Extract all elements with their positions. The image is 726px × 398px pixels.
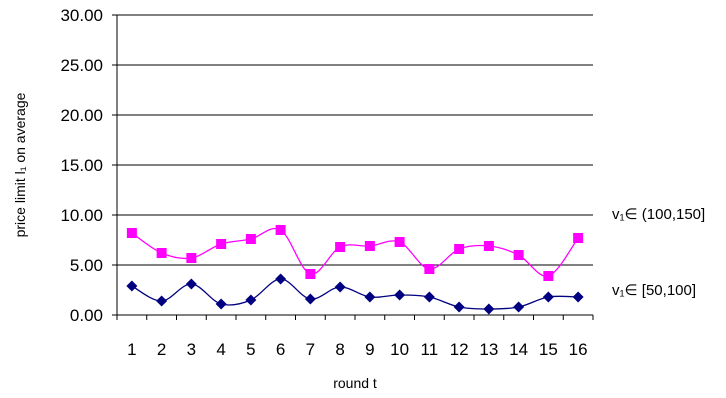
data-point-diamond	[513, 301, 525, 313]
series-label: v₁∈ (100,150]	[612, 206, 705, 223]
y-tick-label: 0.00	[70, 306, 103, 325]
x-tick-label: 15	[539, 340, 558, 359]
series-labels: v₁∈ (100,150] v₁∈ [50,100]	[612, 206, 705, 299]
x-tick-label: 11	[421, 340, 439, 359]
data-point-diamond	[334, 281, 346, 293]
data-point-diamond	[185, 278, 197, 290]
x-tick-label: 5	[246, 340, 255, 359]
data-point-diamond	[156, 295, 168, 307]
y-tick-label: 30.00	[60, 6, 103, 25]
data-point-diamond	[542, 291, 554, 303]
data-point-diamond	[394, 289, 406, 301]
data-point-square	[573, 233, 584, 243]
x-axis-title: round t	[333, 375, 377, 391]
data-point-square	[483, 241, 494, 251]
x-tick-label: 4	[216, 340, 225, 359]
x-tick-label: 1	[127, 340, 136, 359]
data-point-diamond	[364, 291, 376, 303]
series-line	[131, 227, 579, 277]
y-tick-label: 10.00	[60, 206, 103, 225]
data-point-square	[364, 241, 375, 251]
series-label: v₁∈ [50,100]	[612, 282, 696, 299]
data-point-square	[186, 253, 197, 263]
y-tick-labels: 0.00 5.00 10.00 15.00 20.00 25.00 30.00	[60, 6, 117, 325]
data-point-square	[245, 234, 256, 244]
y-axis-title: price limit l₁ on average	[12, 92, 28, 237]
x-tick-label: 10	[390, 340, 409, 359]
x-tick-label: 16	[569, 340, 588, 359]
x-tick-label: 3	[187, 340, 196, 359]
x-tick-labels: 1 2 3 4 5 6 7 8 9 10 11 12 13 14 15 16	[116, 315, 594, 359]
y-tick-label: 20.00	[60, 106, 103, 125]
data-point-square	[394, 237, 405, 247]
data-point-diamond	[275, 273, 287, 285]
data-point-diamond	[423, 291, 435, 303]
x-tick-label: 7	[306, 340, 315, 359]
x-tick-label: 12	[450, 340, 469, 359]
series-line	[131, 278, 579, 310]
y-tick-label: 5.00	[70, 256, 103, 275]
data-point-diamond	[483, 303, 495, 315]
data-point-diamond	[572, 291, 584, 303]
x-tick-label: 9	[365, 340, 374, 359]
data-point-diamond	[126, 280, 138, 292]
y-tick-label: 25.00	[60, 56, 103, 75]
data-point-square	[305, 269, 316, 279]
data-point-square	[543, 271, 554, 281]
gridlines	[117, 14, 593, 266]
y-tick-label: 15.00	[60, 156, 103, 175]
data-point-square	[454, 244, 465, 254]
data-point-diamond	[215, 298, 227, 310]
data-point-square	[156, 248, 167, 258]
data-point-diamond	[245, 294, 257, 306]
data-point-square	[335, 242, 346, 252]
x-tick-label: 8	[335, 340, 344, 359]
x-tick-label: 13	[479, 340, 498, 359]
x-tick-label: 2	[157, 340, 166, 359]
series-group	[126, 225, 584, 315]
data-point-diamond	[304, 293, 316, 305]
data-point-square	[216, 239, 227, 249]
data-point-square	[513, 250, 524, 260]
data-point-diamond	[453, 301, 465, 313]
data-point-square	[126, 228, 137, 238]
x-tick-label: 14	[509, 340, 528, 359]
data-point-square	[424, 264, 435, 274]
data-point-square	[275, 225, 286, 235]
x-tick-label: 6	[276, 340, 285, 359]
